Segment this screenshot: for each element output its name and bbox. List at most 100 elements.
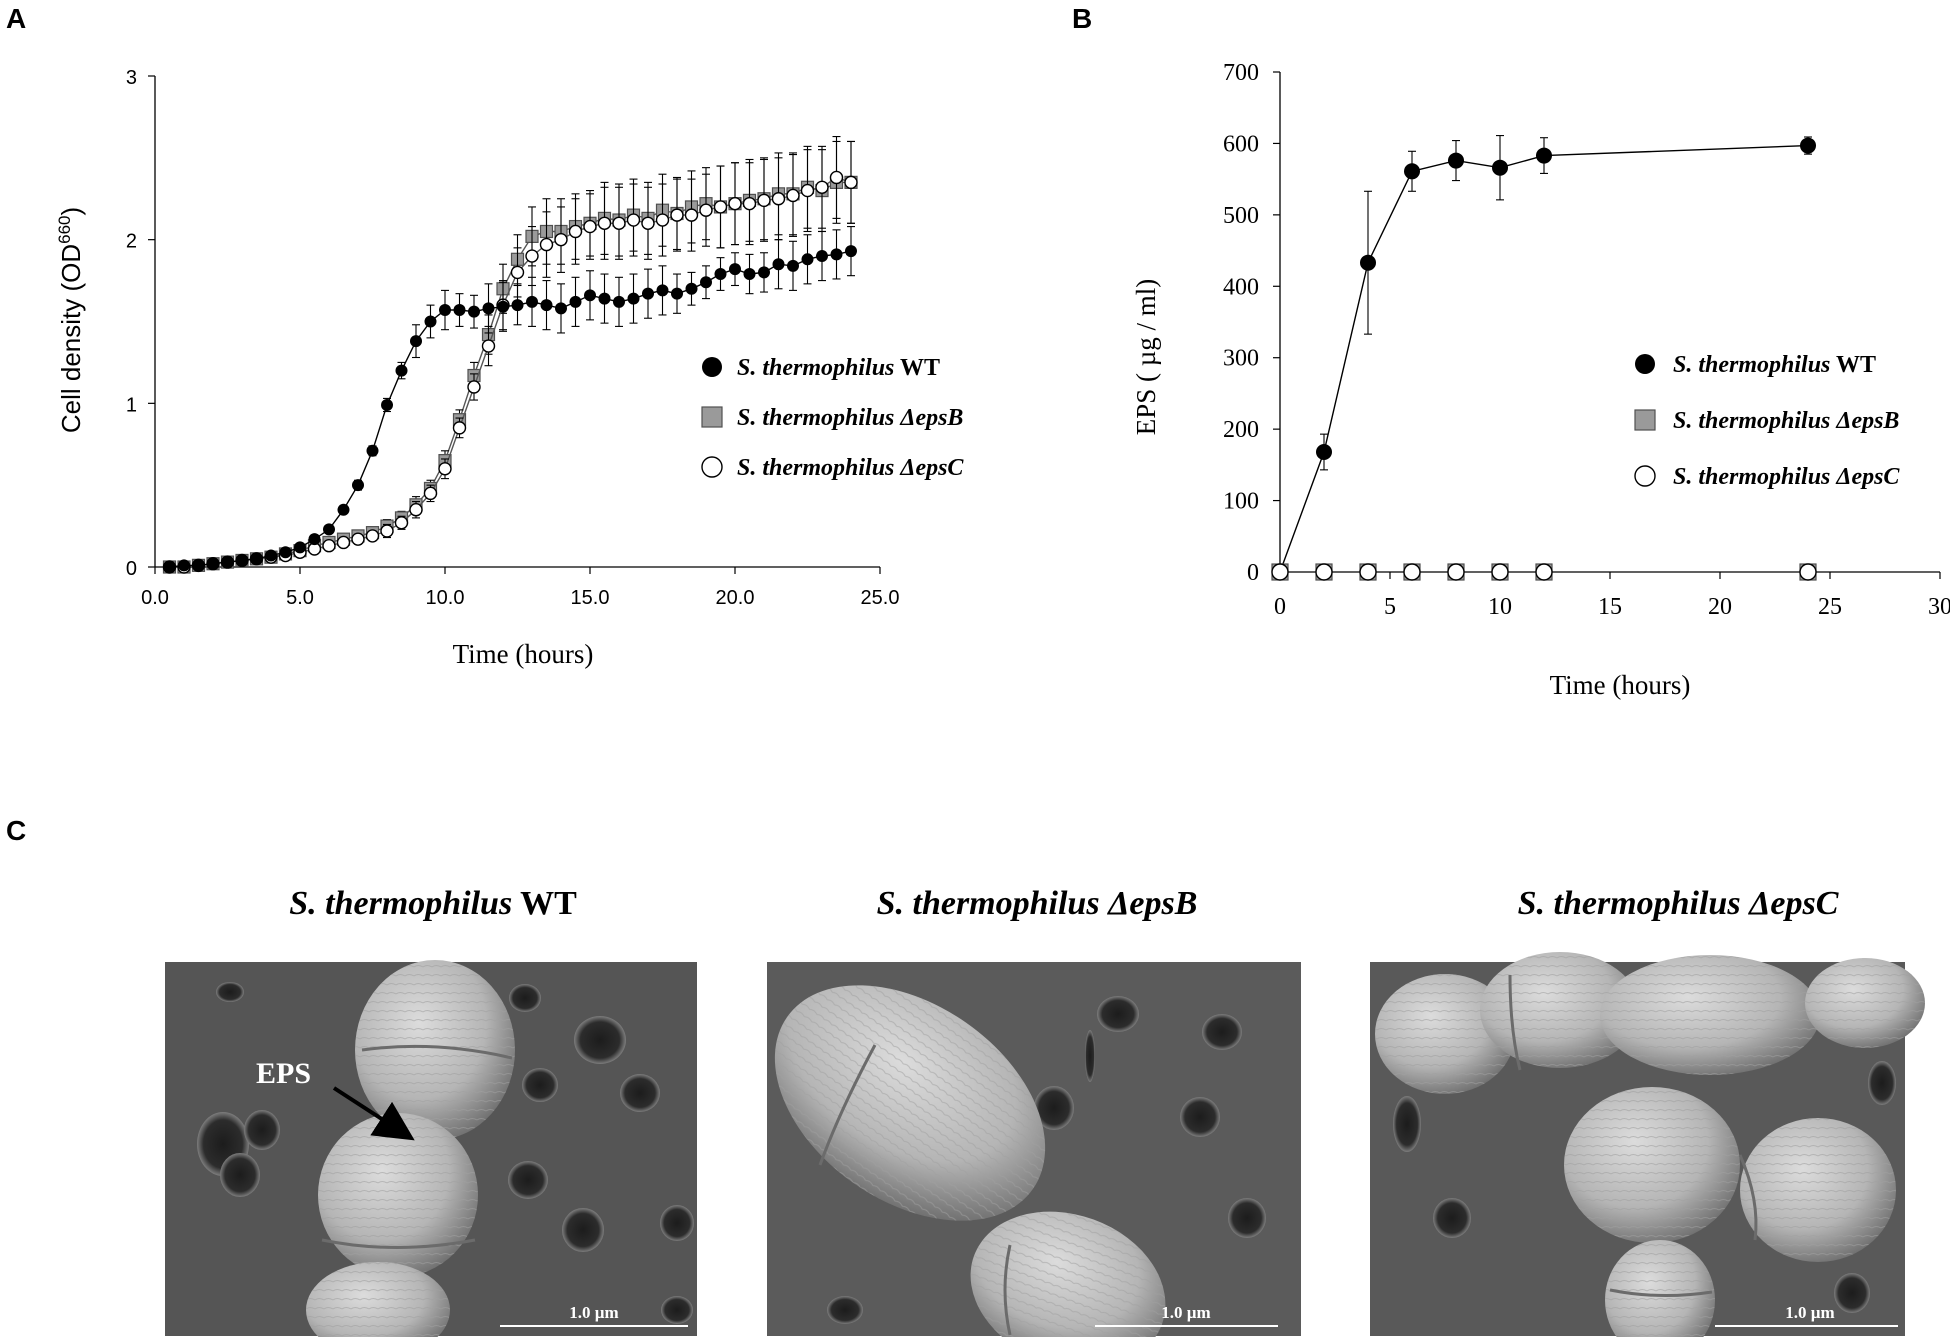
chartA-point [728, 196, 742, 211]
chartB-xtick-label: 10 [1488, 594, 1512, 620]
chartA-point [845, 245, 857, 258]
chartA-xtick-label: 5.0 [286, 587, 314, 609]
chartB-point [1316, 444, 1332, 460]
micrograph-1-title: S. thermophilus WT [289, 885, 577, 922]
chartB-legend-marker-1 [1634, 409, 1656, 431]
chartB-point [1404, 163, 1420, 180]
chartA-point [336, 535, 351, 550]
chart-a-ylabel: Cell density (OD660) [55, 207, 86, 433]
chartA-point [555, 302, 567, 315]
chartB-point [1315, 563, 1333, 581]
micrograph-1-cells [306, 960, 515, 1337]
chartA-point [684, 208, 699, 222]
chartA-legend-label-2: S. thermophilus ΔepsC [737, 455, 964, 481]
chartB-point [1535, 563, 1553, 581]
micrograph-1-holes [197, 982, 694, 1324]
chartB-xtick-label: 15 [1598, 594, 1622, 620]
chartA-point [163, 561, 176, 573]
chart-b-ylabel: EPS ( µg / ml) [1131, 279, 1161, 436]
micrograph-3-title: S. thermophilus ΔepsC [1518, 885, 1839, 922]
chartA-legend-label-0: S. thermophilus WT [737, 355, 940, 381]
chartA-ytick-label: 2 [126, 231, 137, 253]
chartA-point [337, 503, 350, 516]
micrograph-2-cells [774, 985, 1166, 1337]
micrograph-2-title: S. thermophilus ΔepsB [877, 885, 1198, 922]
chartA-legend-marker-0 [702, 357, 722, 377]
chartA-point [670, 208, 684, 222]
chart-a-xlabel: Time (hours) [453, 639, 594, 669]
panel-letter-c: C [6, 815, 26, 846]
chartA-point [409, 503, 423, 517]
chartA-point [758, 266, 770, 279]
chartB-series-2 [1271, 563, 1817, 581]
chartB-ytick-label: 500 [1223, 203, 1259, 229]
chartA-point [597, 216, 612, 231]
chartA-point [265, 549, 277, 562]
chartB-legend-label-1-italic: S. thermophilus ΔepsB [1673, 408, 1899, 434]
chartA-point [714, 268, 727, 281]
chartA-point [815, 180, 829, 194]
chartA-point [467, 380, 481, 394]
chartA-point [423, 486, 438, 501]
chartA-point [612, 216, 626, 231]
chartA-point [786, 188, 800, 203]
chartB-point [1271, 563, 1289, 581]
chartA-point [713, 200, 728, 214]
chartA-point [366, 444, 379, 457]
chartA-legend-marker-1 [701, 406, 723, 428]
chartA-point [598, 292, 611, 305]
chartB-legend-label-0-italic: S. thermophilus [1673, 352, 1830, 378]
chartB-legend-label-2: S. thermophilus ΔepsC [1673, 464, 1900, 490]
chartA-point [510, 265, 525, 280]
chartA-point [452, 421, 467, 435]
chartA-point [279, 546, 292, 559]
chart-a-ylabel-main: Cell density (OD [56, 244, 86, 433]
chartA-point [308, 533, 321, 546]
chartA-xtick-label: 25.0 [861, 587, 900, 609]
chartA-point [453, 304, 466, 317]
chartA-point [540, 299, 553, 312]
chartB-point [1403, 563, 1421, 581]
chartA-point [816, 250, 828, 263]
chartA-point [438, 462, 452, 476]
chartA-point [394, 516, 409, 530]
chartA-legend-label-0-suffix: WT [894, 355, 940, 381]
micrograph-2: 1.0 µm [767, 962, 1301, 1337]
chartB-ytick-label: 400 [1223, 274, 1259, 300]
chartA-point [250, 552, 263, 565]
chartA-point [323, 523, 335, 536]
chartA-point [539, 237, 554, 252]
chartB-legend-label-0-suffix: WT [1830, 352, 1876, 378]
chartA-legend-label-1-italic: S. thermophilus ΔepsB [737, 405, 963, 431]
chartB-point [1800, 137, 1816, 154]
chart-a-marks [162, 136, 858, 574]
chartA-point [699, 203, 713, 217]
chartA-point [192, 559, 205, 572]
chartA-point [468, 305, 480, 318]
chart-a-ylabel-close: ) [56, 207, 86, 216]
chartA-xtick-label: 20.0 [716, 587, 755, 609]
chartA-point [771, 192, 786, 206]
chartB-legend-label-0: S. thermophilus WT [1673, 352, 1876, 378]
chartA-point [641, 216, 655, 231]
chartA-point [801, 253, 814, 266]
chart-b-marks [1271, 135, 1817, 581]
micrograph-3-cells [1375, 952, 1925, 1337]
eps-arrow [332, 1086, 415, 1141]
micrograph-1-title-italic: S. thermophilus [289, 885, 512, 922]
micrograph-2-holes [827, 996, 1266, 1324]
chartA-point [700, 276, 712, 289]
chartA-point [642, 287, 654, 300]
chartB-legend-label-1: S. thermophilus ΔepsB [1673, 408, 1899, 434]
chartA-point [569, 295, 582, 308]
chartB-xtick-label: 0 [1274, 594, 1286, 620]
chartB-point [1359, 563, 1377, 581]
chartA-point [294, 541, 306, 554]
chartA-point [772, 258, 785, 271]
chart-b-xlabel: Time (hours) [1550, 670, 1691, 700]
chartA-point [655, 213, 670, 227]
chartA-point [626, 213, 641, 227]
